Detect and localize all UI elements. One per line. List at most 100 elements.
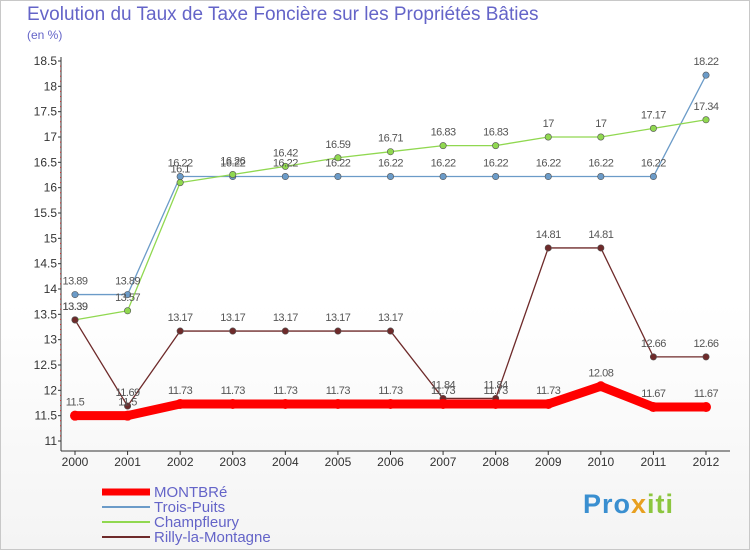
series-line-1 (75, 74, 707, 296)
data-label: 11.5 (66, 397, 85, 409)
data-label: 16.22 (483, 158, 508, 170)
data-label: 16.22 (431, 158, 456, 170)
data-label: 13.17 (378, 312, 403, 324)
x-tick-label: 2000 (62, 455, 89, 469)
data-label: 16.22 (641, 158, 666, 170)
y-tick-label: 13.5 (34, 307, 58, 321)
y-tick-label: 13 (44, 333, 58, 347)
data-label: 16.1 (170, 164, 190, 176)
data-label: 11.73 (221, 385, 246, 397)
y-tick-label: 18.5 (34, 54, 58, 68)
data-point (280, 399, 291, 410)
proxiti-logo: Proxiti (583, 489, 674, 520)
data-point (597, 133, 605, 141)
data-label: 16.22 (168, 158, 193, 170)
data-label: 11.73 (326, 385, 351, 397)
data-label: 11.73 (378, 385, 403, 397)
data-point (595, 381, 606, 392)
x-tick-label: 2004 (272, 455, 299, 469)
data-point (386, 148, 394, 156)
data-labels: 13.89 13.89 16.22 16.22 16.22 16.22 16.22 16.22… (62, 56, 719, 409)
data-point (439, 173, 447, 181)
data-label: 11.67 (641, 388, 666, 400)
data-point (649, 124, 657, 132)
data-label: 13.89 (115, 276, 140, 288)
data-label: 17 (595, 118, 607, 130)
data-label: 13.89 (62, 276, 87, 288)
data-label: 14.81 (536, 229, 561, 241)
data-label: 11.73 (273, 385, 298, 397)
data-point (386, 327, 394, 335)
data-point (702, 71, 710, 79)
data-label: 13.57 (115, 292, 140, 304)
data-label: 16.22 (536, 158, 561, 170)
data-label: 11.69 (115, 387, 140, 399)
y-tick-label: 11 (45, 434, 58, 448)
data-point (649, 173, 657, 181)
data-point (175, 399, 186, 410)
data-point (227, 399, 238, 410)
legend-label-0: MONTBRé (154, 484, 227, 501)
data-point (71, 291, 79, 299)
x-tick-label: 2008 (482, 455, 509, 469)
data-label: 13.39 (62, 301, 87, 313)
x-tick-label: 2011 (641, 455, 667, 469)
data-point (386, 173, 394, 181)
legend: MONTBRéTrois-PuitsChampfleuryRilly-la-Mo… (102, 484, 271, 546)
y-tick-label: 15.5 (34, 206, 58, 220)
x-tick-label: 2012 (693, 455, 720, 469)
y-tick-label: 15 (44, 231, 58, 245)
data-point (701, 402, 711, 413)
x-tick-label: 2005 (325, 455, 352, 469)
data-label: 12.08 (588, 367, 613, 379)
x-tick-label: 2007 (430, 455, 457, 469)
y-tick-label: 12 (44, 383, 58, 397)
data-point (597, 244, 605, 252)
data-label: 16.22 (325, 158, 350, 170)
data-point (332, 399, 343, 410)
data-point (544, 244, 552, 252)
data-label: 16.83 (483, 127, 508, 139)
data-label: 14.81 (588, 229, 613, 241)
data-label: 12.66 (693, 338, 718, 350)
data-label: 16.26 (220, 155, 245, 167)
data-point (176, 327, 184, 335)
y-tick-label: 12.5 (34, 358, 58, 372)
y-tick-label: 16 (44, 181, 58, 195)
data-label: 13.39 (62, 301, 87, 313)
data-label: 16.22 (378, 158, 403, 170)
data-point (544, 133, 552, 141)
data-point (122, 410, 133, 421)
data-label: 16.83 (431, 127, 456, 139)
data-label: 16.42 (273, 147, 298, 159)
data-point (490, 399, 501, 410)
data-point (334, 173, 342, 181)
y-tick-label: 14 (44, 282, 58, 296)
data-label: 16.22 (220, 158, 245, 170)
data-label: 11.84 (431, 379, 456, 391)
data-point (229, 327, 237, 335)
data-label: 18.22 (693, 56, 718, 68)
data-label: 11.84 (484, 379, 509, 391)
x-tick-label: 2002 (167, 455, 194, 469)
y-tick-label: 18 (44, 79, 58, 93)
legend-label-1: Trois-Puits (154, 499, 225, 516)
axes: 11 11.5 12 12.5 13 13.5 14 14.5 15 15.5 16 16.5 17 17… (34, 54, 730, 469)
data-point (281, 162, 289, 170)
data-point (492, 173, 500, 181)
data-point (385, 399, 396, 410)
data-label: 11.5 (118, 397, 137, 409)
data-point (334, 327, 342, 335)
y-tick-label: 11.5 (35, 409, 58, 423)
data-label: 13.17 (325, 312, 350, 324)
series-lines (70, 71, 711, 421)
data-label: 16.71 (378, 133, 403, 145)
data-point (648, 402, 659, 413)
y-tick-label: 14.5 (34, 257, 58, 271)
y-tick-label: 16.5 (34, 155, 58, 169)
chart-unit: (en %) (27, 28, 63, 42)
data-label: 17 (543, 118, 555, 130)
data-point (176, 179, 184, 187)
data-point (702, 116, 710, 124)
